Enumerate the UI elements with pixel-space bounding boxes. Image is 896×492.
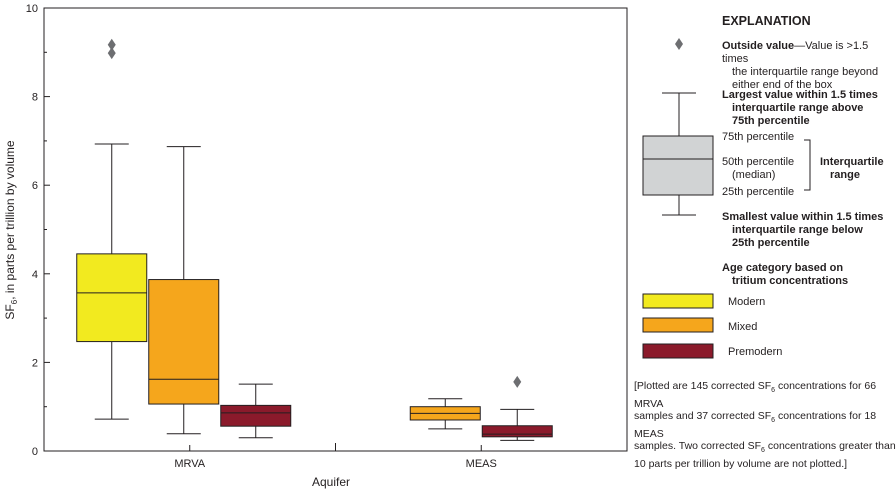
explanation-title: EXPLANATION — [722, 14, 811, 28]
y-axis-title: SF6, in parts per trillion by volume — [3, 140, 19, 320]
x-tick-label: MEAS — [466, 458, 497, 470]
box-mrva-premodern — [220, 404, 292, 427]
box-mrva-mixed — [148, 279, 220, 405]
legend-box — [642, 135, 714, 196]
y-tick-label: 2 — [32, 357, 38, 369]
largest-value-desc: Largest value within 1.5 times interquar… — [722, 89, 878, 127]
y-tick-label: 0 — [32, 446, 38, 458]
swatch-modern — [642, 293, 714, 309]
outlier-mrva-modern — [107, 38, 116, 51]
y-tick-label: 8 — [32, 92, 38, 104]
outlier-mrva-modern — [107, 47, 116, 60]
legend-mixed-label: Mixed — [728, 321, 758, 333]
box-marks — [76, 38, 553, 441]
legend-modern-label: Modern — [728, 296, 766, 308]
outlier-meas-premodern — [513, 375, 522, 388]
x-axis-title: Aquifer — [312, 475, 350, 489]
legend-outlier-diamond — [675, 38, 683, 50]
swatch-premodern — [642, 343, 714, 359]
box-meas-premodern — [481, 425, 553, 438]
iqr-bracket — [804, 139, 811, 191]
y-tick-label: 10 — [26, 3, 38, 15]
y-tick-label: 4 — [32, 269, 38, 281]
outside-value-desc: Outside value—Value is >1.5 times the in… — [722, 40, 879, 91]
median-label: (median) — [732, 169, 776, 181]
swatch-mixed — [642, 317, 714, 333]
smallest-value-desc: Smallest value within 1.5 times interqua… — [722, 211, 884, 249]
legend-premodern-label: Premodern — [728, 346, 783, 358]
footnote: [Plotted are 145 corrected SF6 concentra… — [634, 380, 896, 470]
x-tick-label: MRVA — [174, 458, 205, 470]
age-category-title: Age category based on tritium concentrat… — [722, 262, 849, 287]
p75-label: 75th percentile — [722, 131, 795, 143]
plot-frame — [43, 7, 628, 452]
p50-label: 50th percentile — [722, 156, 795, 168]
explanation-graphics — [642, 38, 811, 359]
axes: 0 2 4 6 8 10 MRVA MEAS — [26, 3, 628, 470]
y-tick-label: 6 — [32, 180, 38, 192]
box-mrva-modern — [76, 253, 148, 343]
p25-label: 25th percentile — [722, 186, 795, 198]
iqr-label: Interquartile range — [820, 156, 884, 181]
